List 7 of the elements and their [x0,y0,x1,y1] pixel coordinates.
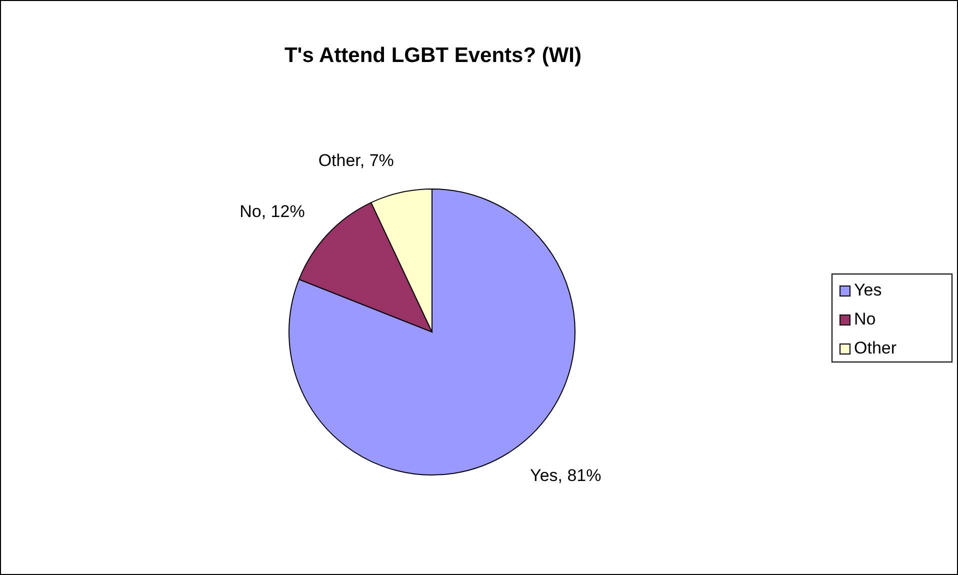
legend-label: Other [854,338,897,358]
legend-label: Yes [854,280,882,300]
data-label: No, 12% [240,202,305,222]
chart-title: T's Attend LGBT Events? (WI) [284,44,582,67]
legend-label: No [854,309,876,328]
data-label: Yes, 81% [530,466,602,485]
data-label: Other, 7% [318,151,394,170]
